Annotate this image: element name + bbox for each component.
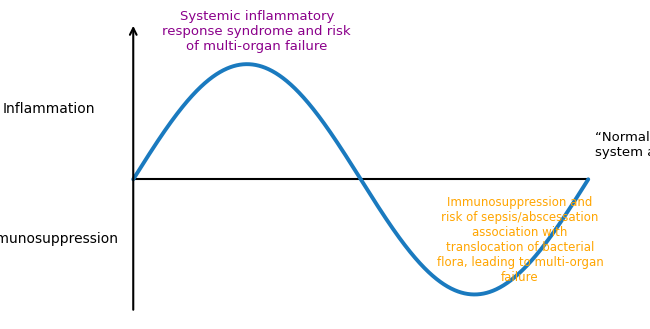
Text: Immunosuppression and
risk of sepsis/abscessation
association with
translocation: Immunosuppression and risk of sepsis/abs… [437, 196, 603, 284]
Text: “Normal” immune
system activation: “Normal” immune system activation [595, 131, 650, 159]
Text: Immunosuppression: Immunosuppression [0, 232, 119, 245]
Text: Inflammation: Inflammation [3, 102, 95, 115]
Text: Systemic inflammatory
response syndrome and risk
of multi-organ failure: Systemic inflammatory response syndrome … [162, 10, 351, 53]
